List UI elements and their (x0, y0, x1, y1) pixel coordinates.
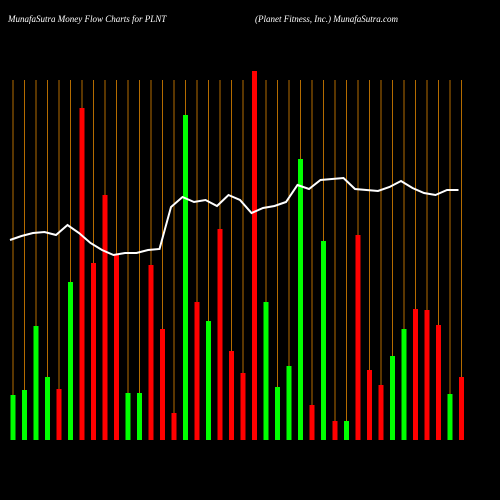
bar (413, 309, 418, 440)
line (9, 176, 459, 257)
bar (194, 302, 200, 440)
bar (436, 325, 441, 440)
bar (217, 229, 223, 440)
bar (79, 108, 85, 440)
bar (424, 310, 430, 440)
bar (286, 366, 292, 440)
bar (206, 321, 211, 440)
bar (298, 159, 303, 440)
bar (183, 115, 188, 440)
bar (344, 421, 349, 440)
bar (45, 377, 50, 440)
bar (91, 263, 96, 440)
bar (378, 385, 384, 440)
chart-subtitle: (Planet Fitness, Inc.) MunafaSutra.com (255, 14, 398, 24)
bar (240, 373, 246, 440)
chart-title: MunafaSutra Money Flow Charts for PLNT (7, 14, 167, 24)
bar (332, 421, 338, 440)
bar (137, 393, 142, 440)
bar (148, 265, 154, 440)
bar (355, 235, 361, 440)
bar (263, 302, 269, 440)
bar (68, 282, 73, 440)
bar (459, 377, 464, 440)
bar (390, 356, 395, 440)
bar (22, 390, 27, 440)
bar (447, 394, 453, 440)
bar (309, 405, 315, 440)
bar (10, 395, 16, 440)
bar (275, 387, 280, 440)
bar (114, 255, 119, 440)
bar (401, 329, 407, 440)
bar (229, 351, 234, 440)
bar (33, 326, 39, 440)
bar (125, 393, 131, 440)
bar (102, 195, 108, 440)
bar (252, 71, 257, 440)
bar (321, 241, 326, 440)
bar (160, 329, 165, 440)
bar (367, 370, 372, 440)
bar (171, 413, 177, 440)
bar (56, 389, 62, 440)
